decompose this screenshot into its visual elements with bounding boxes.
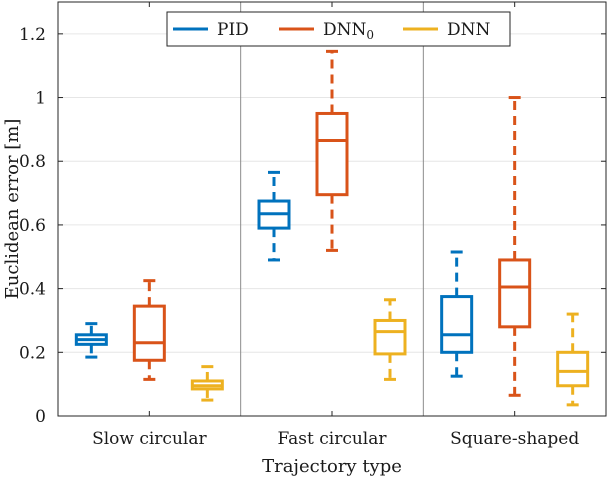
legend-label: DNN — [447, 20, 491, 40]
y-tick-label: 0.8 — [19, 152, 46, 172]
x-tick-label: Fast circular — [278, 429, 388, 449]
y-tick-label: 0 — [35, 407, 46, 427]
box-group — [257, 170, 291, 262]
legend-subscript: 0 — [366, 28, 374, 42]
box-body — [315, 111, 349, 197]
legend: PID DNN0 DNN — [166, 11, 511, 47]
y-ticks: 0 0.2 0.4 0.6 0.8 1 1.2 — [19, 25, 606, 427]
y-tick-label: 1.2 — [19, 25, 46, 45]
box-body — [132, 304, 166, 362]
legend-box — [166, 11, 511, 47]
y-tick-label: 0.6 — [19, 216, 46, 236]
y-axis-label: Euclidean error [m] — [2, 119, 23, 300]
box-body — [440, 295, 474, 354]
box-group — [556, 312, 590, 407]
x-ticks: Slow circular Fast circular Square-shaped — [92, 2, 579, 449]
legend-label: PID — [217, 20, 249, 40]
x-axis-label: Trajectory type — [262, 456, 402, 477]
box-group — [74, 322, 108, 359]
legend-label: DNN0 — [323, 20, 374, 42]
box-group — [440, 250, 474, 378]
box-body — [498, 258, 532, 329]
box-group — [132, 279, 166, 381]
boxes — [74, 49, 590, 407]
box-body — [556, 350, 590, 388]
box-group — [315, 49, 349, 252]
y-tick-label: 1 — [35, 89, 46, 109]
box-body — [373, 318, 407, 356]
y-tick-label: 0.4 — [19, 280, 46, 300]
x-tick-label: Square-shaped — [450, 429, 579, 449]
y-tick-label: 0.2 — [19, 343, 46, 363]
box-group — [373, 298, 407, 381]
box-group — [190, 365, 224, 402]
category-separators — [240, 2, 424, 416]
x-tick-label: Slow circular — [92, 429, 207, 449]
box-group — [498, 96, 532, 397]
